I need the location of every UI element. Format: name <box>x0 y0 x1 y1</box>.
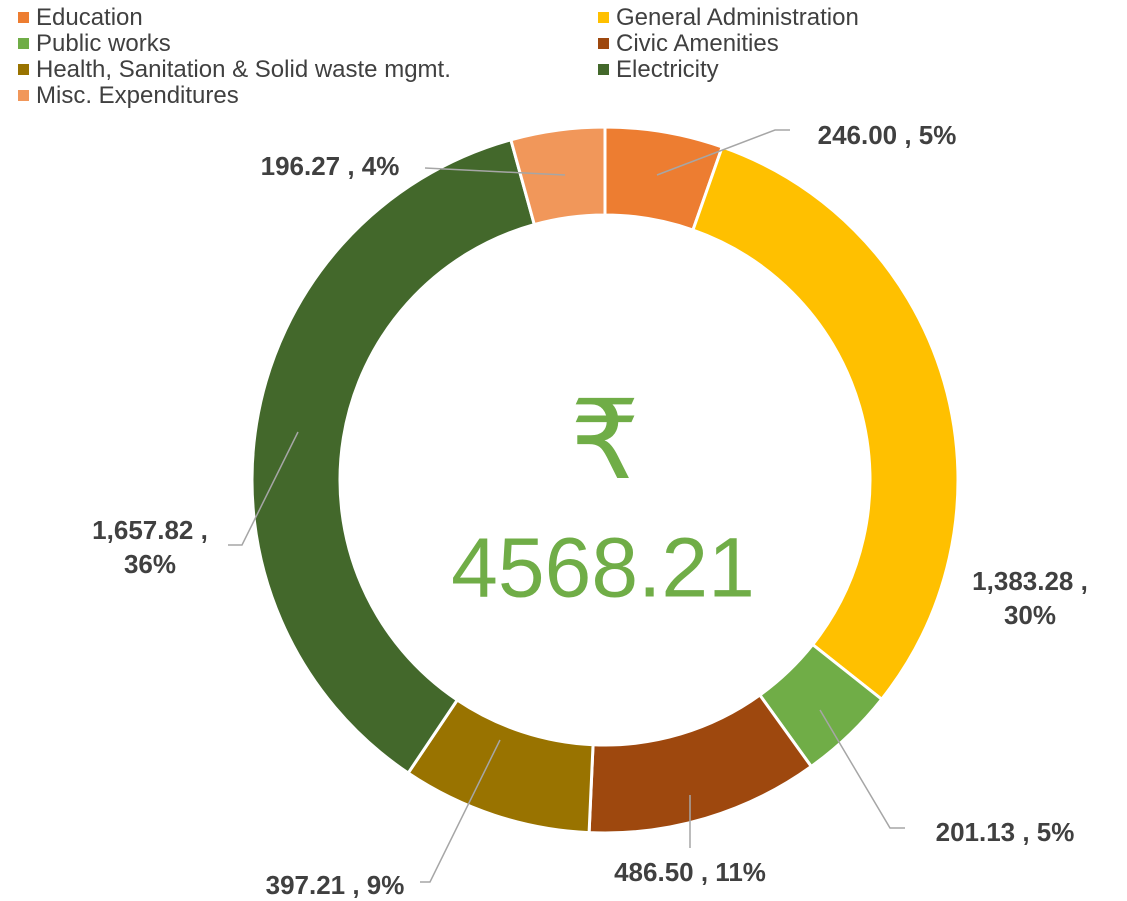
legend-swatch <box>598 64 609 75</box>
center-symbol: ₹ <box>570 379 640 502</box>
legend-item: Misc. Expenditures <box>18 83 239 109</box>
leader-line <box>819 709 905 829</box>
legend-swatch <box>18 64 29 75</box>
legend-swatch <box>598 38 609 49</box>
leader-line <box>424 167 566 176</box>
data-label: 201.13 , 5% <box>935 817 1075 847</box>
legend-swatch <box>18 38 29 49</box>
legend-label: Education <box>36 4 143 31</box>
legend-item: Education <box>18 5 143 31</box>
legend-label: Electricity <box>616 56 719 83</box>
center-value: 4568.21 <box>451 520 755 615</box>
data-label: 486.50 , 11% <box>614 857 766 887</box>
data-label: 1,383.28 , 30% <box>972 566 1088 630</box>
donut-slice <box>250 137 537 776</box>
legend-item: Civic Amenities <box>598 31 779 57</box>
legend-item: Public works <box>18 31 171 57</box>
donut-slice <box>691 145 960 702</box>
leader-line <box>228 431 299 546</box>
legend-swatch <box>598 12 609 23</box>
legend-swatch <box>18 12 29 23</box>
data-label: 1,657.82 , 36% <box>92 515 208 579</box>
leader-line <box>656 129 790 176</box>
legend-label: Misc. Expenditures <box>36 82 239 109</box>
data-label: 196.27 , 4% <box>260 151 400 181</box>
legend-label: Health, Sanitation & Solid waste mgmt. <box>36 56 451 83</box>
legend-item: Health, Sanitation & Solid waste mgmt. <box>18 57 451 83</box>
legend-label: Civic Amenities <box>616 30 779 57</box>
legend-label: Public works <box>36 30 171 57</box>
legend-item: General Administration <box>598 5 859 31</box>
data-label: 246.00 , 5% <box>817 120 957 150</box>
leader-line <box>420 739 501 883</box>
donut-slice <box>509 125 607 227</box>
legend-label: General Administration <box>616 4 859 31</box>
legend-item: Electricity <box>598 57 719 83</box>
data-label: 397.21 , 9% <box>265 870 405 900</box>
legend-swatch <box>18 90 29 101</box>
